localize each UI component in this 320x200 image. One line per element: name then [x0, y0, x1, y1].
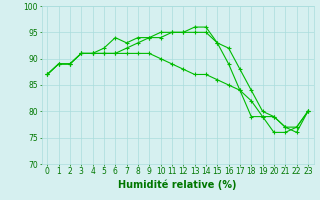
- X-axis label: Humidité relative (%): Humidité relative (%): [118, 179, 237, 190]
